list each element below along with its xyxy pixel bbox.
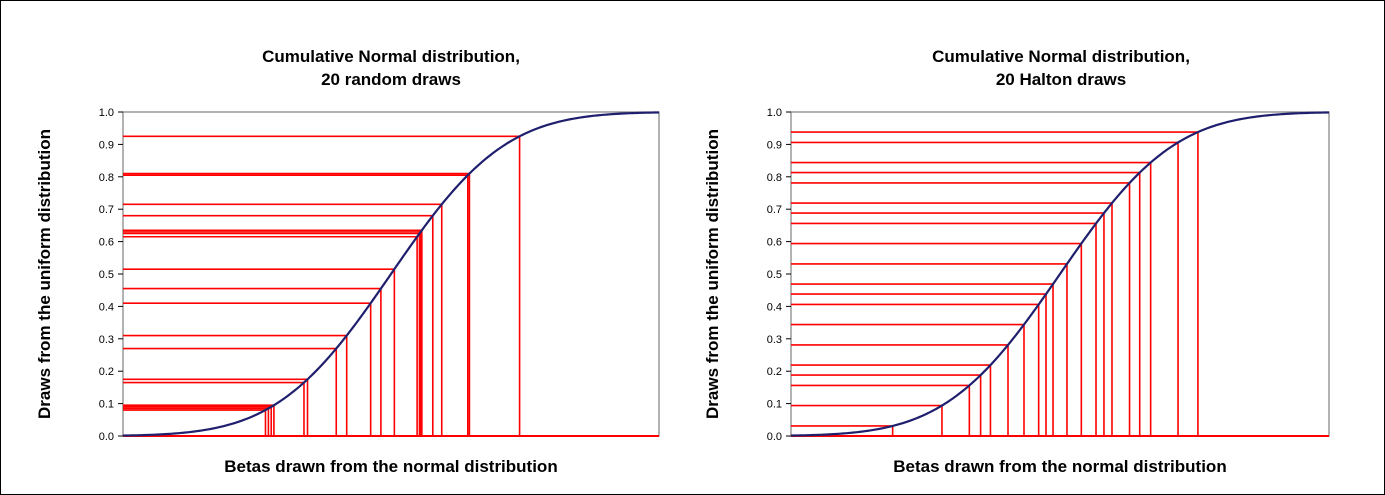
y-tick-label: 0.5 — [99, 269, 114, 281]
x-axis-label: Betas drawn from the normal distribution — [224, 457, 557, 476]
y-tick-label: 0.8 — [767, 172, 782, 184]
y-tick-label: 0.0 — [767, 431, 782, 443]
y-tick-label: 0.1 — [767, 399, 782, 411]
y-tick-label: 0.9 — [99, 139, 114, 151]
y-tick-label: 1.0 — [99, 107, 114, 119]
chart-title: Cumulative Normal distribution, — [932, 47, 1190, 66]
y-tick-label: 0.3 — [99, 334, 114, 346]
y-tick-label: 0.2 — [767, 366, 782, 378]
chart-subtitle: 20 random draws — [321, 70, 461, 89]
y-tick-label: 0.8 — [99, 172, 114, 184]
y-axis-label: Draws from the uniform distribution — [703, 129, 722, 419]
chart-1: Cumulative Normal distribution, 20 random… — [35, 47, 659, 476]
cdf-curve — [791, 112, 1329, 435]
y-tick-label: 0.2 — [99, 366, 114, 378]
chart-title: Cumulative Normal distribution, — [262, 47, 520, 66]
y-tick-label: 0.9 — [767, 139, 782, 151]
y-tick-label: 0.6 — [767, 237, 782, 249]
y-tick-label: 0.5 — [767, 269, 782, 281]
y-tick-label: 0.7 — [99, 204, 114, 216]
y-axis-label: Draws from the uniform distribution — [35, 129, 54, 419]
y-tick-label: 0.4 — [99, 301, 114, 313]
y-tick-label: 0.1 — [99, 399, 114, 411]
chart-2: Cumulative Normal distribution, 20 Halton… — [703, 47, 1329, 476]
x-axis-label: Betas drawn from the normal distribution — [893, 457, 1226, 476]
y-tick-label: 0.7 — [767, 204, 782, 216]
y-tick-label: 0.4 — [767, 301, 782, 313]
y-tick-label: 0.3 — [767, 334, 782, 346]
y-tick-label: 0.6 — [99, 237, 114, 249]
chart-subtitle: 20 Halton draws — [996, 70, 1126, 89]
y-tick-label: 1.0 — [767, 107, 782, 119]
cdf-curve — [123, 112, 659, 435]
y-tick-label: 0.0 — [99, 431, 114, 443]
